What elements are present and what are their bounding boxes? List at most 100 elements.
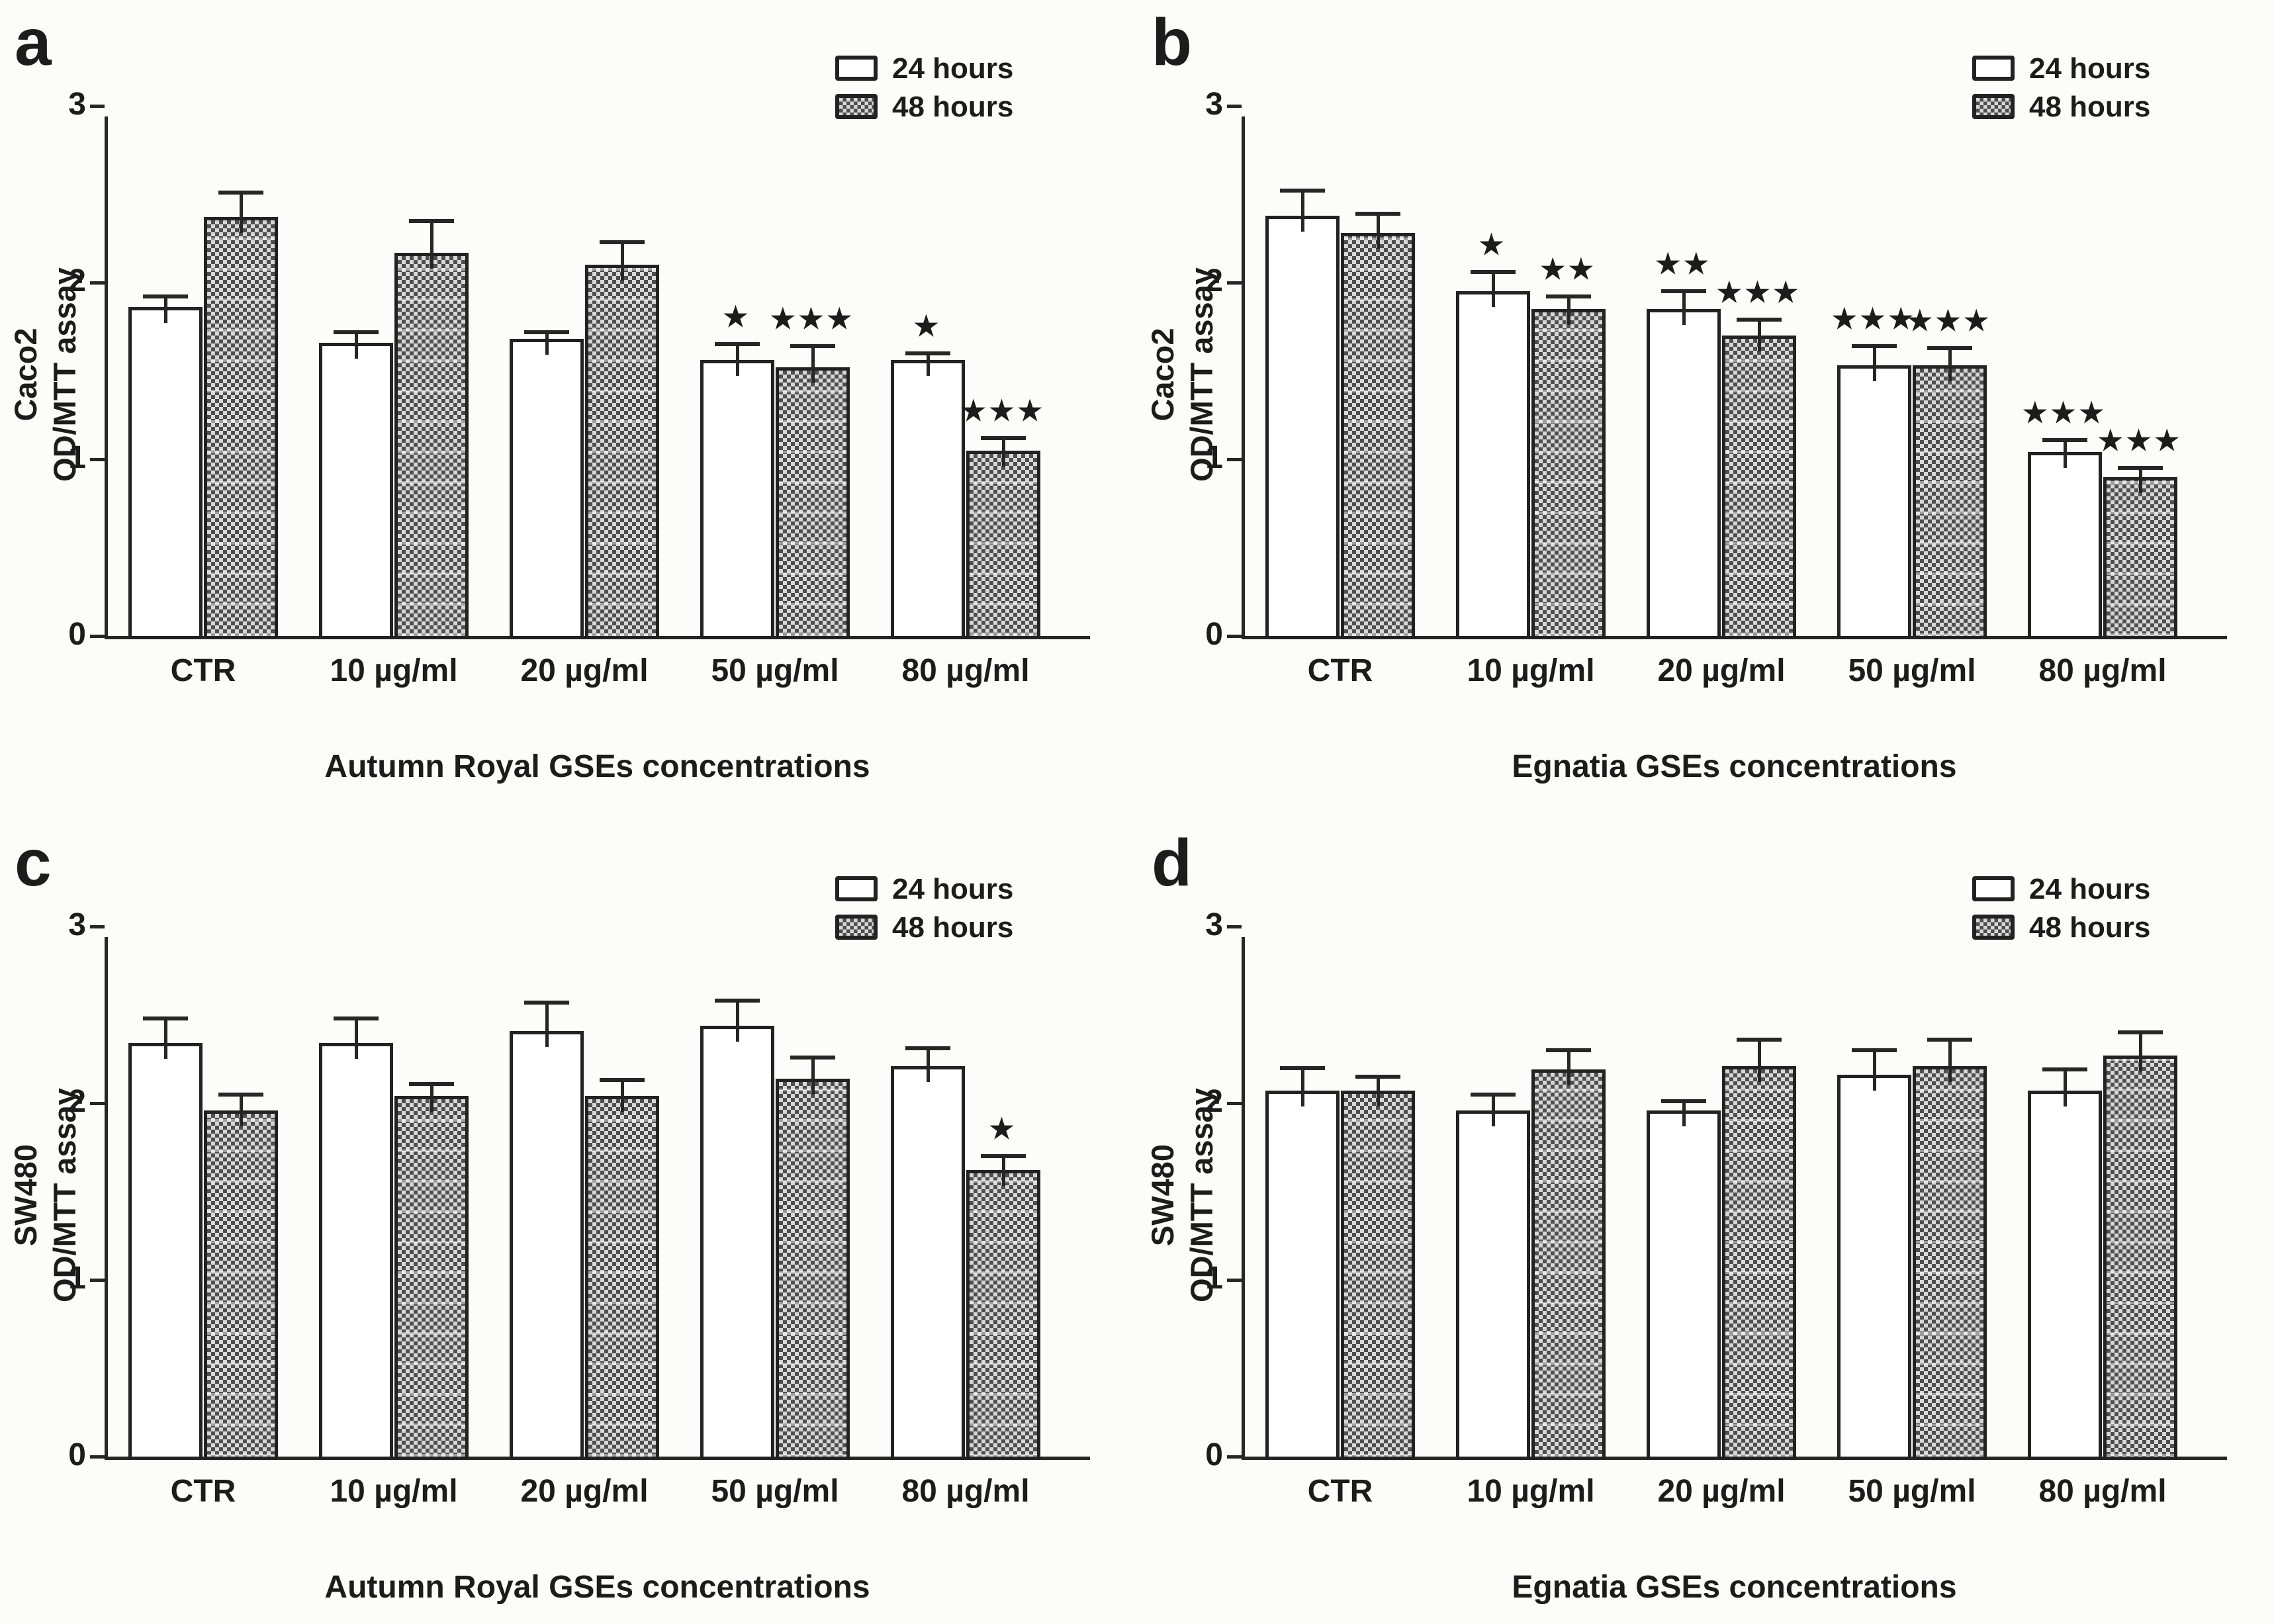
- error-bar-cap: [409, 1081, 454, 1086]
- y-axis-tick-label: 0: [68, 1437, 86, 1472]
- x-tick-label-20µg/ml: 20 µg/ml: [520, 653, 649, 688]
- bar-24h-20µg/ml: [510, 339, 584, 639]
- significance-stars: ★: [989, 1113, 1018, 1145]
- y-axis-tick: [90, 281, 105, 285]
- x-axis-title: Autumn Royal GSEs concentrations: [324, 1570, 870, 1605]
- significance-stars: ★: [913, 310, 942, 341]
- significance-stars: ★★★: [770, 303, 855, 335]
- error-bar-stem: [1491, 271, 1495, 308]
- error-bar-cap: [790, 1055, 835, 1060]
- error-bar-cap: [1471, 1092, 1516, 1097]
- error-bar-stem: [163, 296, 167, 324]
- x-axis-title: Autumn Royal GSEs concentrations: [324, 749, 870, 784]
- error-bar-stem: [1757, 1039, 1761, 1082]
- y-axis-title-line: Caco2: [8, 328, 43, 422]
- bar-24h-20µg/ml: [1647, 1110, 1721, 1460]
- y-axis-tick-label: 3: [68, 87, 86, 122]
- error-bar-cap: [143, 1016, 188, 1020]
- error-bar-cap: [790, 344, 835, 349]
- bar-48h-80µg/ml: [2103, 476, 2177, 639]
- error-bar-stem: [2138, 468, 2142, 493]
- error-bar-cap: [1355, 211, 1400, 216]
- x-axis-title: Egnatia GSEs concentrations: [1512, 749, 1957, 784]
- error-bar-stem: [926, 353, 930, 377]
- error-bar-stem: [2063, 439, 2067, 469]
- y-axis-title: SW480 OD/MTT assay: [7, 1056, 86, 1334]
- y-axis-title: Caco2 OD/MTT assay: [7, 236, 86, 514]
- bar-24h-10µg/ml: [319, 1043, 393, 1460]
- x-tick-label-80µg/ml: 80 µg/ml: [901, 653, 1030, 688]
- significance-stars: ★★★: [1907, 304, 1992, 336]
- panel-letter-b: b: [1152, 5, 1193, 79]
- x-tick-label-50µg/ml: 50 µg/ml: [1848, 1474, 1976, 1509]
- error-bar-stem: [545, 1002, 549, 1047]
- bar-48h-20µg/ml: [585, 265, 659, 639]
- y-axis-tick: [1227, 1279, 1242, 1282]
- x-tick-label-20µg/ml: 20 µg/ml: [1657, 1474, 1786, 1509]
- error-bar-stem: [354, 1018, 358, 1060]
- error-bar-cap: [2118, 1030, 2163, 1035]
- y-axis-tick-label: 1: [68, 440, 86, 475]
- y-axis-title-line: OD/MTT assay: [46, 267, 82, 482]
- bar-48h-50µg/ml: [776, 1078, 850, 1460]
- bar-48h-CTR: [204, 1110, 278, 1460]
- y-axis-tick: [1227, 1102, 1242, 1105]
- y-axis-tick: [1227, 635, 1242, 638]
- panel-c: c 24 hours 48 hours 0 1 2 3 SW480 OD/MTT assay CT…: [0, 825, 1137, 1624]
- error-bar-stem: [1491, 1094, 1495, 1126]
- y-axis-tick: [1227, 1455, 1242, 1459]
- error-bar-stem: [1567, 1050, 1570, 1086]
- bar-48h-50µg/ml: [776, 367, 850, 639]
- error-bar-cap: [218, 1092, 263, 1097]
- bar-48h-10µg/ml: [1531, 309, 1606, 639]
- legend-label: 48 hours: [892, 91, 1014, 123]
- bar-48h-20µg/ml: [1722, 1065, 1796, 1460]
- error-bar-cap: [981, 1154, 1026, 1159]
- bar-48h-CTR: [204, 217, 278, 639]
- legend-label: 24 hours: [2029, 873, 2151, 905]
- y-axis-tick: [90, 1279, 105, 1282]
- panel-letter-c: c: [15, 826, 52, 900]
- y-axis-title: Caco2 OD/MTT assay: [1144, 236, 1223, 514]
- significance-stars: ★★★: [1717, 277, 1801, 308]
- error-bar-stem: [620, 1080, 624, 1112]
- y-axis-line: [1242, 116, 1245, 639]
- y-axis-line: [105, 937, 108, 1460]
- error-bar-stem: [2063, 1069, 2067, 1107]
- bar-48h-10µg/ml: [394, 252, 469, 639]
- error-bar-cap: [981, 435, 1026, 440]
- bar-24h-CTR: [128, 307, 203, 639]
- y-axis-tick-label: 1: [1205, 440, 1223, 475]
- legend-label: 48 hours: [2029, 91, 2151, 123]
- x-tick-label-10µg/ml: 10 µg/ml: [1467, 653, 1595, 688]
- bar-24h-50µg/ml: [1837, 365, 1911, 639]
- significance-stars: ★★★: [2023, 396, 2107, 428]
- x-tick-label-80µg/ml: 80 µg/ml: [901, 1474, 1030, 1509]
- legend-label: 24 hours: [892, 873, 1014, 905]
- bar-24h-20µg/ml: [1647, 309, 1721, 639]
- bar-24h-CTR: [1265, 215, 1340, 639]
- error-bar-cap: [524, 1000, 569, 1005]
- significance-stars: ★★★: [1832, 303, 1917, 335]
- x-tick-label-10µg/ml: 10 µg/ml: [1467, 1474, 1595, 1509]
- error-bar-stem: [1682, 1101, 1686, 1126]
- y-axis-tick-label: 2: [1205, 263, 1223, 298]
- bar-24h-80µg/ml: [2028, 452, 2102, 639]
- y-axis-title-line: Caco2: [1145, 328, 1180, 422]
- bar-48h-CTR: [1341, 233, 1415, 639]
- y-axis-tick-label: 3: [68, 907, 86, 942]
- error-bar-cap: [2042, 1067, 2087, 1072]
- error-bar-stem: [430, 1083, 433, 1112]
- error-bar-cap: [2118, 466, 2163, 471]
- error-bar-stem: [1948, 1039, 1952, 1082]
- bar-24h-50µg/ml: [700, 360, 774, 639]
- error-bar-stem: [1682, 291, 1686, 326]
- error-bar-stem: [811, 346, 815, 384]
- error-bar-cap: [143, 294, 188, 299]
- y-axis-tick-label: 0: [1205, 1437, 1223, 1472]
- y-axis-tick: [90, 635, 105, 638]
- y-axis-tick: [90, 105, 105, 108]
- error-bar-stem: [811, 1057, 815, 1095]
- legend-swatch-48h-pattern-icon: [835, 915, 878, 940]
